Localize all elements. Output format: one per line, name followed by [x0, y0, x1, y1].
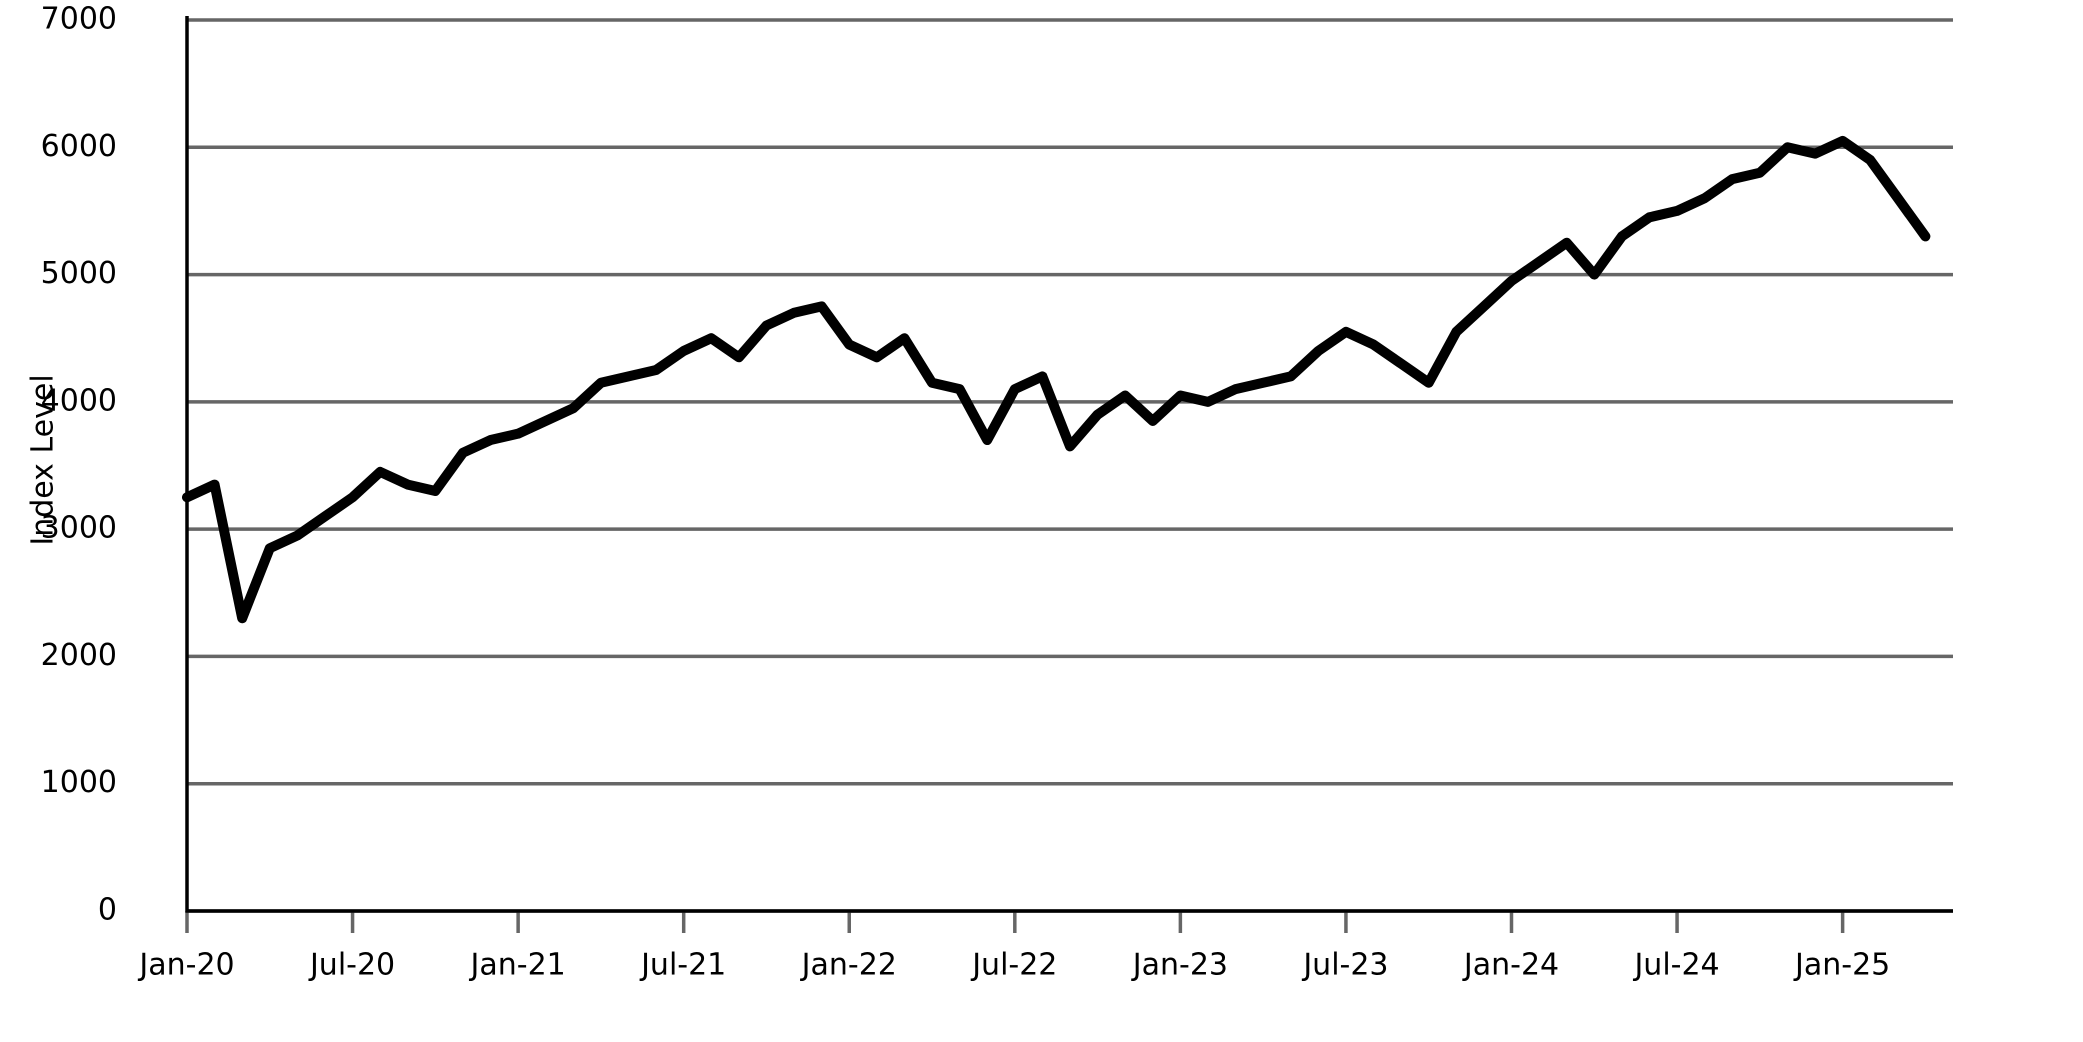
- x-tick-label: Jan-25: [1793, 948, 1890, 983]
- y-tick-label: 4000: [41, 383, 117, 418]
- y-tick-label: 0: [98, 893, 117, 928]
- y-tick-label: 1000: [41, 765, 117, 800]
- x-tick-label: Jan-21: [469, 948, 566, 983]
- line: [182, 135, 1931, 624]
- x-tick-label: Jul-22: [970, 948, 1057, 983]
- x-tick-label: Jan-20: [137, 948, 234, 983]
- x-tick-label: Jul-23: [1301, 948, 1388, 983]
- y-tick-label: 3000: [41, 511, 117, 546]
- x-tick-label: Jan-24: [1462, 948, 1559, 983]
- y-tick-label: 6000: [41, 129, 117, 164]
- y-tick-label: 7000: [41, 2, 117, 37]
- x-tick-label: Jul-21: [639, 948, 726, 983]
- x-tick-label: Jul-24: [1632, 948, 1719, 983]
- x-tick-label: Jan-23: [1131, 948, 1228, 983]
- y-tick-label: 2000: [41, 638, 117, 673]
- x-tick-label: Jul-20: [308, 948, 395, 983]
- x-tick-label: Jan-22: [800, 948, 897, 983]
- y-axis-label: Index Level: [26, 374, 61, 545]
- y-tick-label: 5000: [41, 256, 117, 291]
